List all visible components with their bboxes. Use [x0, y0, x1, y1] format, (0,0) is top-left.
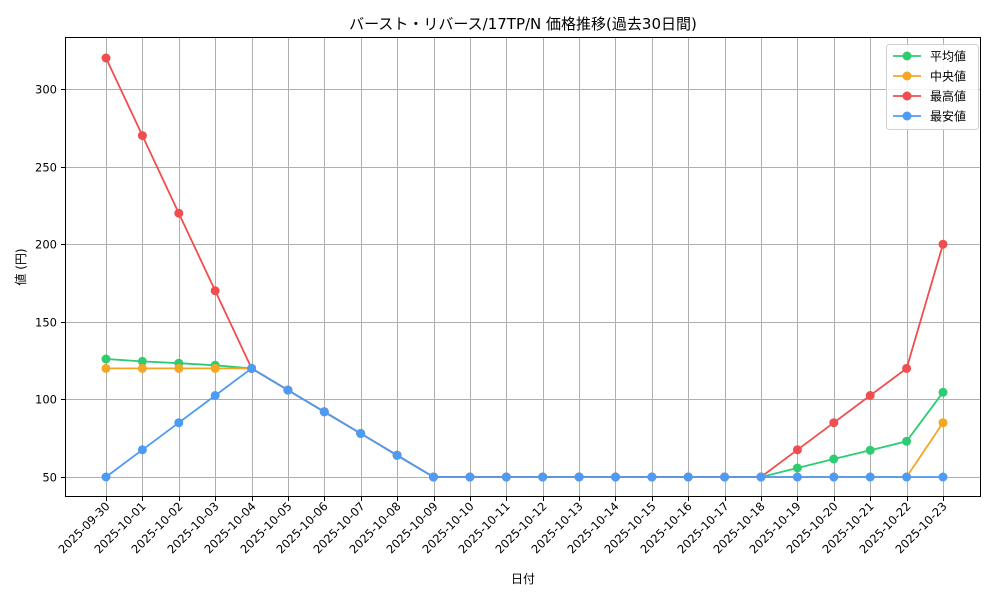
series-line	[106, 367, 944, 478]
data-point	[101, 363, 111, 373]
data-point	[829, 472, 839, 482]
legend-box	[886, 44, 979, 130]
series-line	[105, 367, 943, 478]
data-point	[501, 472, 511, 482]
data-point	[792, 463, 802, 473]
y-axis-label: 値 (円)	[13, 248, 28, 285]
legend-swatch-marker	[902, 71, 912, 81]
data-point	[938, 418, 948, 428]
x-axis-label: 日付	[511, 572, 535, 586]
y-tick-label: 150	[35, 316, 57, 330]
data-point	[829, 454, 839, 464]
data-point	[865, 472, 875, 482]
data-point	[647, 472, 657, 482]
data-point	[938, 472, 948, 482]
data-point	[938, 239, 948, 249]
data-point	[247, 363, 257, 373]
data-point	[174, 208, 184, 218]
data-point	[429, 472, 438, 482]
data-point	[902, 436, 912, 446]
series-0	[101, 354, 948, 482]
data-point	[574, 472, 584, 482]
data-point	[137, 131, 147, 141]
data-point	[137, 363, 147, 373]
data-point	[538, 472, 548, 482]
data-point	[938, 387, 948, 397]
data-point	[683, 472, 693, 482]
data-point	[101, 472, 111, 482]
legend-label: 最高値	[930, 89, 966, 104]
data-point	[210, 391, 220, 400]
y-tick-label: 250	[35, 161, 57, 175]
series-line	[105, 57, 944, 478]
y-tick-label: 300	[35, 83, 57, 97]
data-point	[101, 53, 111, 63]
data-point	[319, 407, 329, 417]
data-point	[137, 356, 147, 366]
grid	[65, 37, 980, 497]
legend-label: 平均値	[930, 49, 966, 64]
y-tick-label: 100	[35, 393, 57, 407]
data-point	[865, 445, 875, 455]
data-point	[611, 472, 620, 482]
data-point	[101, 354, 111, 364]
chart-title: バースト・リバース/17TP/N 価格推移(過去30日間)	[349, 15, 697, 33]
data-point	[465, 472, 475, 482]
x-axis-ticks: 2025-09-302025-10-012025-10-022025-10-03…	[55, 497, 950, 556]
data-point	[902, 472, 912, 482]
data-point	[720, 472, 730, 482]
data-point	[283, 385, 293, 395]
data-point	[792, 445, 802, 455]
series-line	[105, 358, 944, 478]
y-axis-ticks: 50 100 150 200 250 300	[35, 83, 65, 485]
data-point	[902, 363, 912, 373]
data-point	[392, 450, 402, 460]
legend-label: 中央値	[930, 69, 966, 84]
legend-swatch-marker	[902, 51, 912, 61]
series-3	[101, 363, 948, 482]
plot-frame	[65, 37, 981, 497]
series-1	[101, 363, 948, 482]
data-point	[174, 418, 184, 428]
data-point	[174, 363, 184, 373]
legend-swatch-marker	[902, 91, 912, 101]
legend-label: 最安値	[930, 109, 966, 124]
data-point	[356, 429, 366, 438]
data-point	[829, 418, 839, 428]
legend-swatch-marker	[902, 111, 912, 121]
data-point	[210, 363, 220, 373]
data-point	[210, 286, 220, 296]
data-point	[137, 445, 147, 455]
data-point	[792, 472, 802, 482]
series-lines	[101, 53, 948, 482]
data-point	[865, 391, 875, 400]
y-tick-label: 200	[35, 238, 57, 252]
data-point	[756, 472, 766, 482]
series-2	[101, 53, 948, 482]
y-tick-label: 50	[42, 471, 57, 485]
